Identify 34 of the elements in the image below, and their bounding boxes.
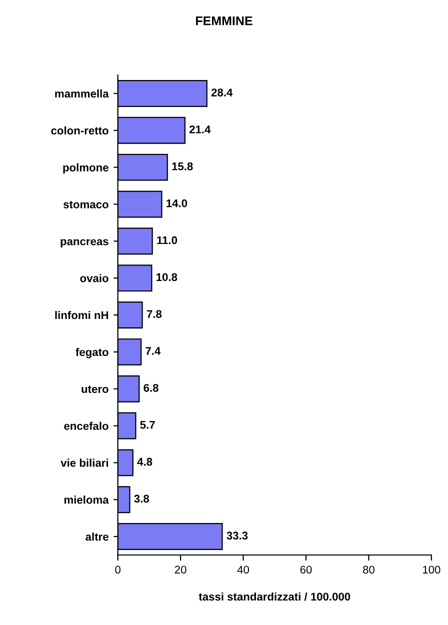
y-tick-label: polmone <box>63 163 108 174</box>
data-label: 28.4 <box>211 88 233 96</box>
data-label: 11.0 <box>157 236 178 244</box>
data-label: 5.7 <box>140 421 155 429</box>
y-tick-label: pancreas <box>60 239 108 248</box>
y-tick-label: mammella <box>55 89 109 98</box>
y-tick-label: utero <box>82 386 108 393</box>
data-label: 15.8 <box>172 162 193 170</box>
x-tick-label: 80 <box>363 566 374 574</box>
data-label: 6.8 <box>144 384 158 392</box>
data-label: 7.8 <box>146 310 162 318</box>
x-tick-label: 0 <box>115 566 120 574</box>
x-axis-title: tassi standardizzati / 100.000 <box>198 592 350 601</box>
chart-title: FEMMINE <box>196 16 252 26</box>
x-tick-label: 60 <box>300 566 312 574</box>
y-tick-label: linfomi nH <box>55 310 108 320</box>
data-label: 10.8 <box>156 273 178 282</box>
y-tick-label: encefalo <box>64 422 108 430</box>
data-label: 4.8 <box>137 458 152 466</box>
x-tick-label: 100 <box>423 566 440 574</box>
y-tick-label: vie biliari <box>60 458 108 467</box>
y-tick-label: ovaio <box>80 274 108 282</box>
y-tick-label: fegato <box>76 348 108 358</box>
data-label: 14.0 <box>166 199 188 208</box>
y-tick-label: altre <box>86 532 108 541</box>
data-label: 33.3 <box>226 532 248 540</box>
data-label: 3.8 <box>134 494 150 503</box>
y-tick-label: stomaco <box>64 201 108 208</box>
y-tick-label: colon-retto <box>51 126 108 135</box>
data-label: 7.4 <box>146 347 161 355</box>
x-tick-label: 20 <box>174 566 186 574</box>
y-tick-label: mieloma <box>64 496 109 504</box>
data-label: 21.4 <box>189 126 211 134</box>
x-tick-label: 40 <box>237 566 250 574</box>
